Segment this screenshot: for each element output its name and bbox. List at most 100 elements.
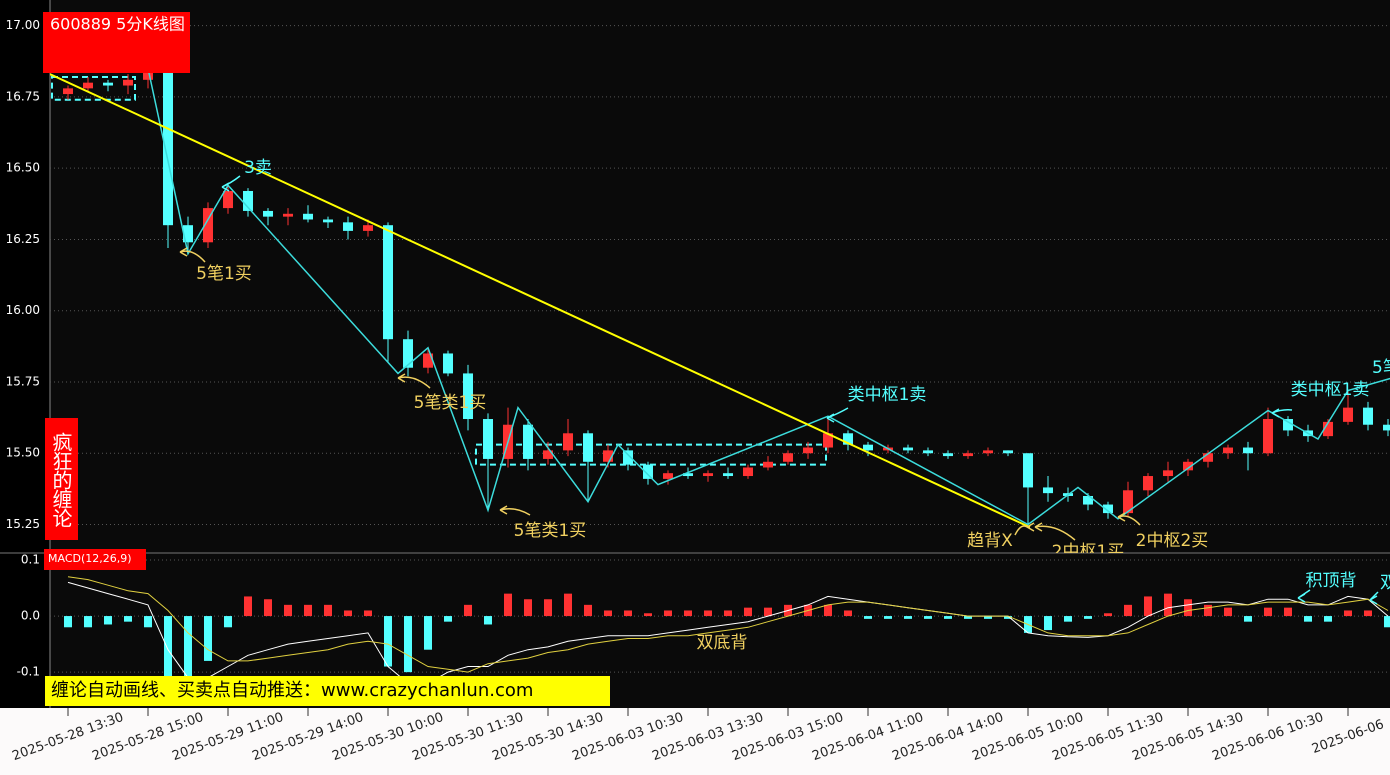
macd-bar	[764, 607, 772, 617]
candle-body	[123, 79, 133, 86]
macd-bar	[1124, 604, 1132, 617]
candle-body	[83, 82, 93, 89]
candle-body	[603, 450, 613, 462]
candle-body	[623, 450, 633, 465]
title-box	[43, 12, 190, 73]
annotation: 5笔	[1372, 358, 1390, 378]
candle-body	[1023, 453, 1033, 488]
annotation: 5笔1买	[196, 264, 252, 284]
macd-line	[67, 581, 1389, 684]
candle-body	[343, 222, 353, 231]
macd-bar	[964, 616, 972, 619]
y-tick-label: 17.00	[6, 18, 40, 32]
macd-bar	[604, 610, 612, 617]
candle-body	[783, 453, 793, 462]
candle-body	[1363, 407, 1373, 425]
macd-bar	[524, 599, 532, 617]
candle-body	[703, 473, 713, 477]
y-tick-label: 15.25	[6, 517, 40, 531]
candle-body	[243, 190, 253, 211]
macd-bar	[704, 610, 712, 617]
macd-bar	[304, 604, 312, 617]
macd-bar	[1204, 604, 1212, 617]
macd-bar	[484, 616, 492, 625]
macd-bar	[1364, 610, 1372, 617]
macd-bar	[504, 593, 512, 617]
candle-body	[943, 453, 953, 457]
macd-bar	[404, 616, 412, 673]
macd-bar	[1244, 616, 1252, 622]
candle-body	[523, 424, 533, 459]
candle-body	[1263, 419, 1273, 454]
macd-bar	[184, 616, 192, 678]
candle-body	[483, 419, 493, 459]
annotation-arrow	[1014, 522, 1035, 536]
annotation: 积顶背	[1306, 571, 1357, 591]
candle-body	[383, 225, 393, 340]
candle-body	[63, 88, 73, 95]
macd-bar	[324, 604, 332, 617]
candle-body	[663, 473, 673, 479]
banner-box	[45, 676, 610, 706]
y-tick-label: 15.50	[6, 446, 40, 460]
annotation: 类中枢1卖	[1291, 380, 1370, 400]
candle-body	[223, 190, 233, 209]
candle-body	[1203, 453, 1213, 462]
macd-bar	[204, 616, 212, 661]
annotation: 5笔类1买	[514, 521, 587, 541]
macd-bar	[1044, 616, 1052, 631]
macd-bar	[464, 604, 472, 617]
candle-body	[1163, 470, 1173, 477]
candle-body	[543, 450, 553, 459]
candle-body	[763, 461, 773, 468]
macd-bar	[684, 610, 692, 617]
macd-bar	[844, 610, 852, 617]
candle-body	[863, 444, 873, 451]
candle-body	[1323, 421, 1333, 437]
candle-body	[203, 208, 213, 243]
macd-bar	[1344, 610, 1352, 617]
annotation: 类中枢1卖	[848, 385, 927, 405]
annotation: 2中枢1买	[1052, 542, 1125, 562]
macd-bar	[344, 610, 352, 617]
macd-bar	[944, 616, 952, 619]
macd-bar	[84, 616, 92, 628]
macd-bar	[164, 616, 172, 678]
candle-body	[963, 453, 973, 457]
annotation: 3卖	[244, 158, 272, 178]
candle-body	[1083, 495, 1093, 505]
candle-body	[323, 219, 333, 223]
candle-body	[1183, 461, 1193, 471]
trend-line	[50, 73, 1031, 529]
macd-title: MACD(12,26,9)	[48, 552, 132, 565]
annotation: 趋背X	[967, 531, 1013, 551]
macd-bar	[924, 616, 932, 619]
candle-body	[403, 339, 413, 368]
annotation: 双底背	[697, 633, 748, 653]
macd-bar	[544, 599, 552, 617]
candle-body	[1143, 476, 1153, 491]
macd-bar	[1004, 616, 1012, 619]
candle-body	[163, 68, 173, 226]
macd-bar	[984, 616, 992, 619]
candle-body	[683, 473, 693, 477]
candle-body	[563, 433, 573, 451]
candle-body	[363, 225, 373, 231]
candle-body	[143, 68, 153, 80]
x-axis-background	[0, 708, 1390, 775]
macd-bar	[624, 610, 632, 617]
main-panel: 3卖5笔1买5笔类1买5笔类1买类中枢1卖趋背X2中枢1买2中枢2买类中枢1卖5…	[50, 25, 1390, 562]
macd-bar	[1304, 616, 1312, 622]
macd-bar	[1164, 593, 1172, 617]
candle-body	[103, 82, 113, 86]
macd-bar	[1224, 607, 1232, 617]
macd-bar	[364, 610, 372, 617]
macd-line	[67, 576, 1389, 673]
macd-bar	[104, 616, 112, 625]
candle-body	[183, 225, 193, 243]
macd-bar	[864, 616, 872, 619]
macd-bar	[64, 616, 72, 628]
macd-bar	[1104, 613, 1112, 617]
macd-panel: 双底背 积顶背 双	[50, 559, 1390, 684]
